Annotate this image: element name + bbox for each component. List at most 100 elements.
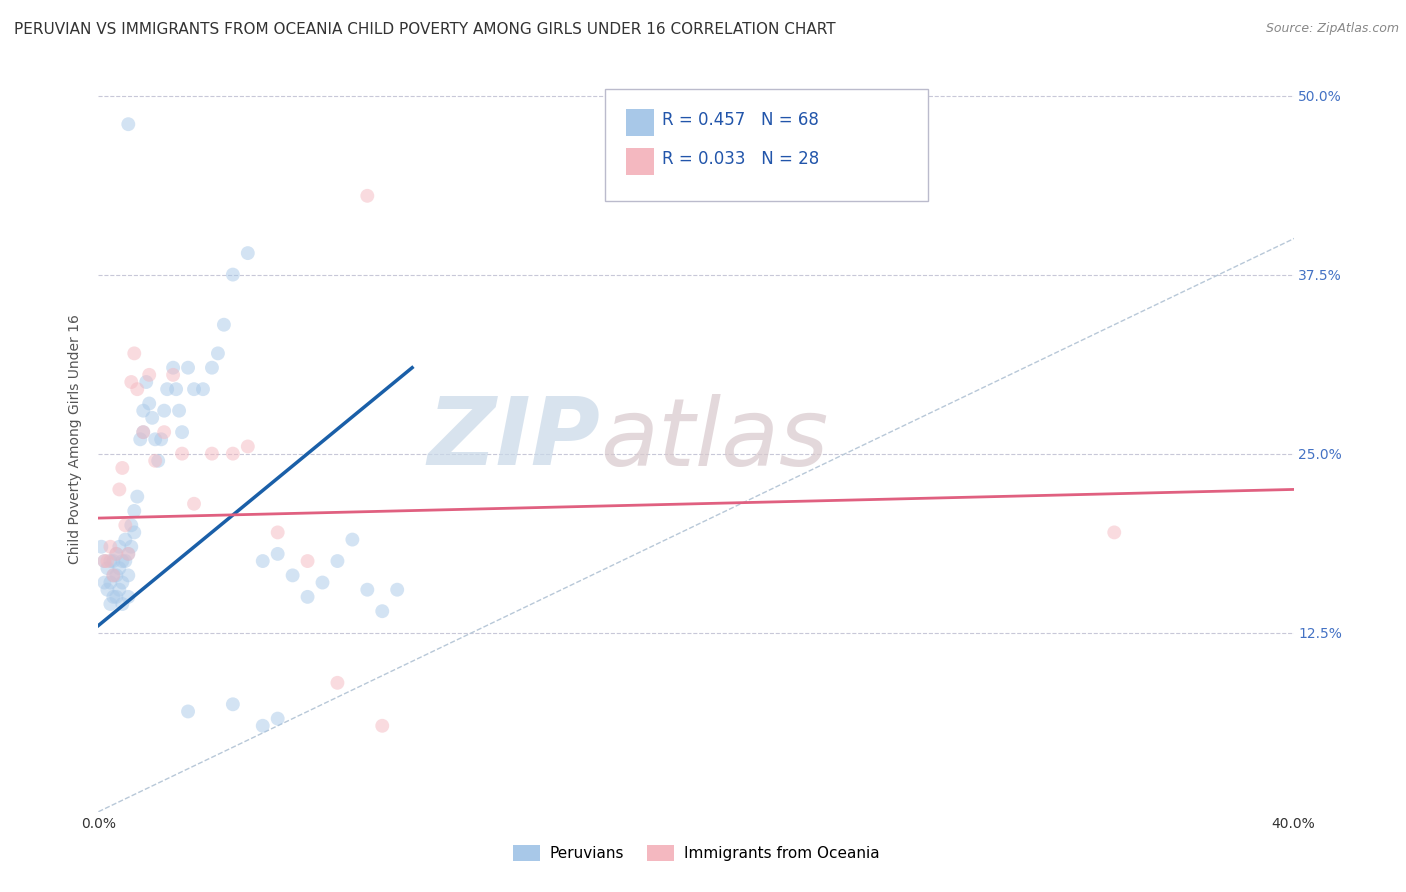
Point bbox=[252, 554, 274, 568]
Point bbox=[148, 454, 170, 468]
Point bbox=[93, 575, 115, 590]
Point bbox=[103, 590, 125, 604]
Point bbox=[153, 403, 176, 417]
Point bbox=[177, 705, 200, 719]
Point bbox=[143, 433, 166, 447]
Point bbox=[108, 561, 131, 575]
Point bbox=[183, 497, 205, 511]
Point bbox=[326, 675, 349, 690]
Text: PERUVIAN VS IMMIGRANTS FROM OCEANIA CHILD POVERTY AMONG GIRLS UNDER 16 CORRELATI: PERUVIAN VS IMMIGRANTS FROM OCEANIA CHIL… bbox=[14, 22, 835, 37]
Text: R = 0.457   N = 68: R = 0.457 N = 68 bbox=[662, 111, 820, 128]
Point bbox=[138, 396, 160, 410]
Point bbox=[127, 382, 149, 396]
Point bbox=[96, 582, 118, 597]
Point bbox=[150, 433, 173, 447]
Point bbox=[108, 582, 131, 597]
Point bbox=[120, 540, 142, 554]
Point bbox=[93, 554, 115, 568]
Point bbox=[111, 597, 134, 611]
Point bbox=[114, 533, 136, 547]
Point bbox=[124, 525, 146, 540]
Point bbox=[96, 561, 118, 575]
Point bbox=[117, 117, 139, 131]
Point bbox=[371, 604, 394, 618]
Point bbox=[117, 547, 139, 561]
Point bbox=[172, 425, 194, 439]
Point bbox=[236, 246, 259, 260]
Point bbox=[356, 582, 378, 597]
Point bbox=[108, 483, 131, 497]
Point bbox=[191, 382, 214, 396]
Point bbox=[105, 568, 128, 582]
Point bbox=[356, 189, 378, 203]
Point bbox=[103, 554, 125, 568]
Point bbox=[162, 368, 184, 382]
Point bbox=[103, 568, 125, 582]
Point bbox=[93, 554, 115, 568]
Point bbox=[132, 403, 155, 417]
Point bbox=[98, 597, 122, 611]
Point bbox=[1104, 525, 1126, 540]
Point bbox=[90, 540, 112, 554]
Point bbox=[222, 268, 245, 282]
Text: R = 0.033   N = 28: R = 0.033 N = 28 bbox=[662, 150, 820, 168]
Point bbox=[127, 490, 149, 504]
Point bbox=[138, 368, 160, 382]
Point bbox=[111, 461, 134, 475]
Legend: Peruvians, Immigrants from Oceania: Peruvians, Immigrants from Oceania bbox=[506, 839, 886, 867]
Point bbox=[153, 425, 176, 439]
Point bbox=[120, 518, 142, 533]
Y-axis label: Child Poverty Among Girls Under 16: Child Poverty Among Girls Under 16 bbox=[69, 314, 83, 565]
Point bbox=[267, 712, 290, 726]
Point bbox=[207, 346, 229, 360]
Point bbox=[297, 554, 319, 568]
Point bbox=[105, 590, 128, 604]
Text: ZIP: ZIP bbox=[427, 393, 600, 485]
Point bbox=[105, 547, 128, 561]
Point bbox=[167, 403, 190, 417]
Point bbox=[108, 540, 131, 554]
Point bbox=[143, 454, 166, 468]
Point bbox=[267, 547, 290, 561]
Point bbox=[124, 346, 146, 360]
Point bbox=[156, 382, 179, 396]
Point bbox=[141, 410, 163, 425]
Point bbox=[98, 575, 122, 590]
Point bbox=[114, 554, 136, 568]
Point bbox=[165, 382, 187, 396]
Point bbox=[120, 375, 142, 389]
Point bbox=[103, 568, 125, 582]
Point bbox=[114, 518, 136, 533]
Text: atlas: atlas bbox=[600, 393, 828, 485]
Point bbox=[117, 568, 139, 582]
Point bbox=[98, 554, 122, 568]
Point bbox=[267, 525, 290, 540]
Point bbox=[183, 382, 205, 396]
Point bbox=[117, 590, 139, 604]
Point bbox=[222, 698, 245, 712]
Point bbox=[385, 582, 409, 597]
Point bbox=[201, 360, 224, 375]
Point bbox=[212, 318, 235, 332]
Point bbox=[297, 590, 319, 604]
Point bbox=[98, 540, 122, 554]
Point bbox=[135, 375, 157, 389]
Point bbox=[311, 575, 333, 590]
Point bbox=[236, 440, 259, 454]
Text: Source: ZipAtlas.com: Source: ZipAtlas.com bbox=[1265, 22, 1399, 36]
Point bbox=[172, 447, 194, 461]
Point bbox=[177, 360, 200, 375]
Point bbox=[111, 554, 134, 568]
Point bbox=[162, 360, 184, 375]
Point bbox=[326, 554, 349, 568]
Point bbox=[105, 547, 128, 561]
Point bbox=[342, 533, 364, 547]
Point bbox=[201, 447, 224, 461]
Point bbox=[281, 568, 304, 582]
Point bbox=[129, 433, 152, 447]
Point bbox=[117, 547, 139, 561]
Point bbox=[124, 504, 146, 518]
Point bbox=[222, 447, 245, 461]
Point bbox=[111, 575, 134, 590]
Point bbox=[132, 425, 155, 439]
